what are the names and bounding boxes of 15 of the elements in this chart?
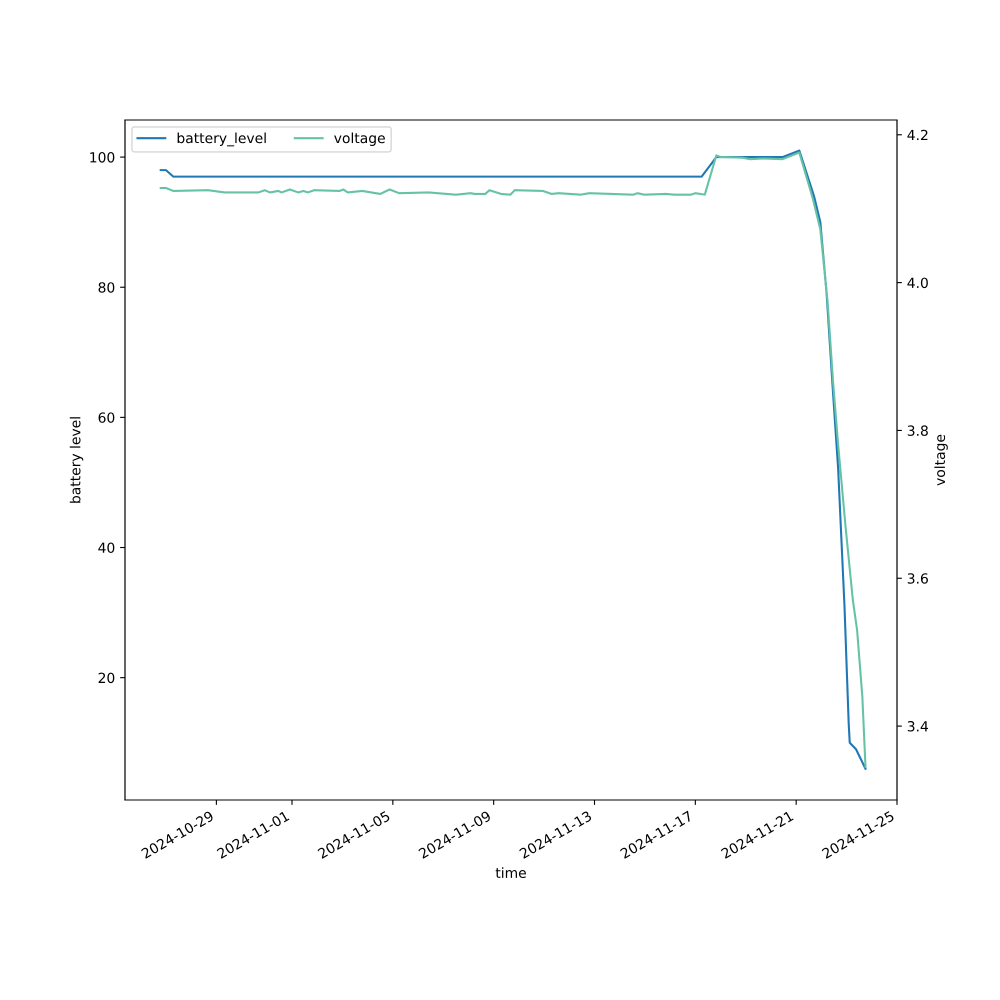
y-tick-label: 20 xyxy=(98,672,114,684)
y-axis-title: battery level xyxy=(70,417,84,503)
x-axis-title: time xyxy=(496,867,526,878)
y2-tick-label: 4.2 xyxy=(907,130,928,140)
legend-label: voltage xyxy=(334,132,385,146)
y-tick-label: 100 xyxy=(90,152,114,163)
y-tick-label: 80 xyxy=(98,282,114,293)
y-tick-label: 40 xyxy=(98,542,114,553)
y2-tick-label: 4.0 xyxy=(907,278,928,288)
y2-axis-title: voltage xyxy=(934,434,948,486)
y2-tick-label: 3.8 xyxy=(908,425,928,436)
legend-label: battery_level xyxy=(178,132,266,146)
y-tick-label: 60 xyxy=(98,412,114,423)
y2-tick-label: 3.4 xyxy=(908,721,928,732)
y2-tick-label: 3.6 xyxy=(908,573,928,584)
